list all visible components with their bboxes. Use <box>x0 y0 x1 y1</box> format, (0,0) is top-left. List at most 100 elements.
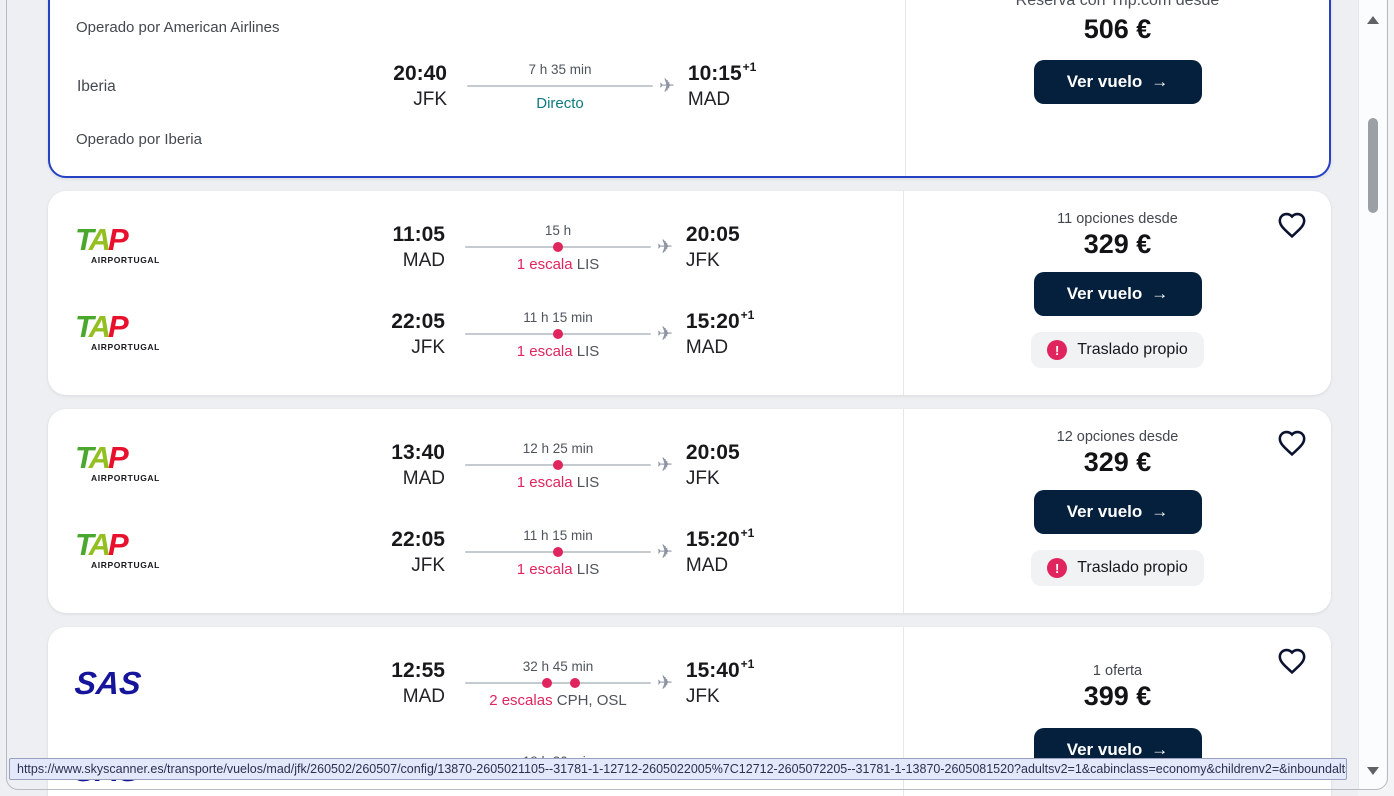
flight-track <box>465 677 651 688</box>
alert-icon: ! <box>1047 558 1068 578</box>
departure-airport: JFK <box>411 336 445 358</box>
deal-section: 11 opciones desde 329 € Ver vuelo → ! Tr… <box>903 191 1331 395</box>
stops-label: 1 escala LIS <box>516 560 600 578</box>
flight-leg-outbound: SAS 12:55 MAD 32 h 45 min 2 escalas CPH,… <box>48 640 903 727</box>
provider-line: Reserva con Trip.com desde <box>1015 0 1220 9</box>
self-transfer-label: Traslado propio <box>1077 559 1188 576</box>
direct-label: Directo <box>536 94 584 112</box>
flight-result-card[interactable]: TAP AIRPORTUGAL 11:05 MAD 15 h 1 escala … <box>48 191 1331 395</box>
airline-name-label: Iberia <box>77 77 116 95</box>
stops-label: 2 escalas CPH, OSL <box>489 691 627 709</box>
tap-air-portugal-logo: TAP AIRPORTUGAL <box>75 527 160 570</box>
tap-air-portugal-logo: TAP AIRPORTUGAL <box>75 309 160 352</box>
arrow-right-icon: → <box>1151 72 1169 91</box>
departure-airport: JFK <box>413 88 447 110</box>
flight-leg-outbound: TAP AIRPORTUGAL 11:05 MAD 15 h 1 escala … <box>48 204 903 291</box>
arrival-info: 15:40+1 JFK <box>685 656 836 710</box>
flight-result-card-selected[interactable]: Operado por American Airlines Iberia 20:… <box>48 0 1331 178</box>
departure-info: 20:40 JFK <box>227 61 447 113</box>
flight-track <box>465 241 651 252</box>
arrival-time: 10:15 <box>687 61 742 85</box>
price: 399 € <box>1083 681 1152 711</box>
departure-time: 11:05 <box>392 222 445 246</box>
next-day-indicator: +1 <box>740 656 755 671</box>
scrollbar-thumb[interactable] <box>1367 118 1378 213</box>
view-flight-label: Ver vuelo <box>1066 502 1143 521</box>
duration-label: 11 h 15 min <box>523 527 593 543</box>
flight-leg-return: TAP AIRPORTUGAL 22:05 JFK 11 h 15 min 1 … <box>48 509 903 596</box>
arrival-info: 20:05 JFK <box>686 222 836 274</box>
options-count-label: 12 opciones desde <box>1056 429 1179 445</box>
stops-label: 1 escala LIS <box>516 473 600 491</box>
departure-time: 12:55 <box>391 658 445 682</box>
arrival-info: 20:05 JFK <box>686 440 836 492</box>
plane-icon: ✈ <box>657 673 673 694</box>
arrival-airport: JFK <box>685 467 720 489</box>
view-flight-button[interactable]: Ver vuelo → <box>1033 490 1202 534</box>
departure-info: 12:55 MAD <box>225 658 445 710</box>
save-favorite-button[interactable] <box>1277 647 1307 675</box>
operated-by-label: Operado por Iberia <box>76 131 202 148</box>
departure-airport: MAD <box>402 685 445 707</box>
flight-track <box>467 82 653 91</box>
scrollbar-down-arrow[interactable] <box>1366 767 1379 775</box>
options-count-label: 1 oferta <box>1092 663 1143 679</box>
browser-status-url: https://www.skyscanner.es/transporte/vue… <box>9 758 1347 780</box>
departure-time: 20:40 <box>393 61 447 85</box>
flight-leg-outbound: TAP AIRPORTUGAL 13:40 MAD 12 h 25 min 1 … <box>48 422 903 509</box>
view-flight-label: Ver vuelo <box>1066 740 1143 759</box>
arrival-time: 15:20 <box>685 527 740 551</box>
departure-info: 13:40 MAD <box>225 440 445 492</box>
arrow-right-icon: → <box>1151 284 1169 303</box>
tap-air-portugal-logo: TAP AIRPORTUGAL <box>75 440 160 483</box>
view-flight-button[interactable]: Ver vuelo → <box>1033 60 1202 104</box>
arrival-info: 10:15+1 MAD <box>687 59 838 113</box>
duration-label: 11 h 15 min <box>523 309 593 325</box>
arrival-airport: MAD <box>687 88 731 110</box>
arrival-time: 20:05 <box>685 222 740 246</box>
flight-results-viewport: Operado por American Airlines Iberia 20:… <box>48 0 1331 796</box>
view-flight-label: Ver vuelo <box>1066 72 1143 91</box>
options-count-label: 11 opciones desde <box>1057 211 1178 227</box>
plane-icon: ✈ <box>657 237 673 258</box>
view-flight-button[interactable]: Ver vuelo → <box>1033 272 1202 316</box>
flight-leg-return: TAP AIRPORTUGAL 22:05 JFK 11 h 15 min 1 … <box>48 291 903 378</box>
operated-by-label: Operado por American Airlines <box>76 19 280 36</box>
arrival-info: 15:20+1 MAD <box>685 308 836 361</box>
arrival-info: 15:20+1 MAD <box>685 526 836 579</box>
tap-air-portugal-logo: TAP AIRPORTUGAL <box>75 222 160 265</box>
duration-label: 12 h 25 min <box>522 440 594 456</box>
save-favorite-button[interactable] <box>1277 211 1307 239</box>
duration-column: 7 h 35 min Directo <box>467 62 653 112</box>
arrival-time: 15:40 <box>685 658 740 682</box>
deal-section: Reserva con Trip.com desde 506 € Ver vue… <box>905 0 1329 176</box>
departure-info: 11:05 MAD <box>225 222 445 274</box>
vertical-scrollbar[interactable] <box>1358 0 1386 789</box>
view-flight-label: Ver vuelo <box>1066 284 1143 303</box>
scrollbar-up-arrow[interactable] <box>1366 16 1379 24</box>
arrival-time: 15:20 <box>685 309 740 333</box>
itinerary-section: Operado por American Airlines Iberia 20:… <box>50 0 905 176</box>
plane-icon: ✈ <box>657 455 673 476</box>
arrow-right-icon: → <box>1151 502 1169 521</box>
heart-icon <box>1278 648 1306 675</box>
departure-time: 22:05 <box>391 527 445 551</box>
next-day-indicator: +1 <box>742 59 757 74</box>
self-transfer-badge: ! Traslado propio <box>1031 332 1204 368</box>
departure-info: 22:05 JFK <box>225 527 445 579</box>
stops-label: 1 escala LIS <box>516 255 600 273</box>
sas-logo: SAS <box>73 665 143 701</box>
departure-airport: MAD <box>402 249 445 271</box>
self-transfer-badge: ! Traslado propio <box>1031 550 1204 586</box>
stops-label: 1 escala LIS <box>516 342 600 360</box>
arrival-airport: MAD <box>685 554 729 576</box>
arrival-airport: JFK <box>685 249 720 271</box>
arrow-right-icon: → <box>1151 740 1169 759</box>
flight-result-card[interactable]: TAP AIRPORTUGAL 13:40 MAD 12 h 25 min 1 … <box>48 409 1331 613</box>
plane-icon: ✈ <box>659 76 675 97</box>
alert-icon: ! <box>1047 340 1068 360</box>
arrival-airport: JFK <box>685 685 720 707</box>
price: 506 € <box>1083 14 1152 44</box>
save-favorite-button[interactable] <box>1277 429 1307 457</box>
departure-info: 22:05 JFK <box>225 309 445 361</box>
